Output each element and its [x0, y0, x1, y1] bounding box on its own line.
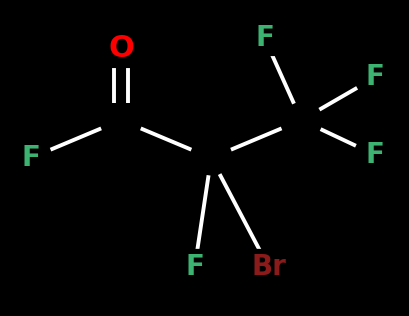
Text: F: F: [365, 64, 384, 91]
Text: F: F: [185, 253, 204, 281]
Text: F: F: [254, 24, 273, 52]
Text: Br: Br: [250, 253, 285, 281]
Text: F: F: [21, 144, 40, 172]
Text: F: F: [365, 141, 384, 169]
Text: O: O: [108, 34, 134, 64]
